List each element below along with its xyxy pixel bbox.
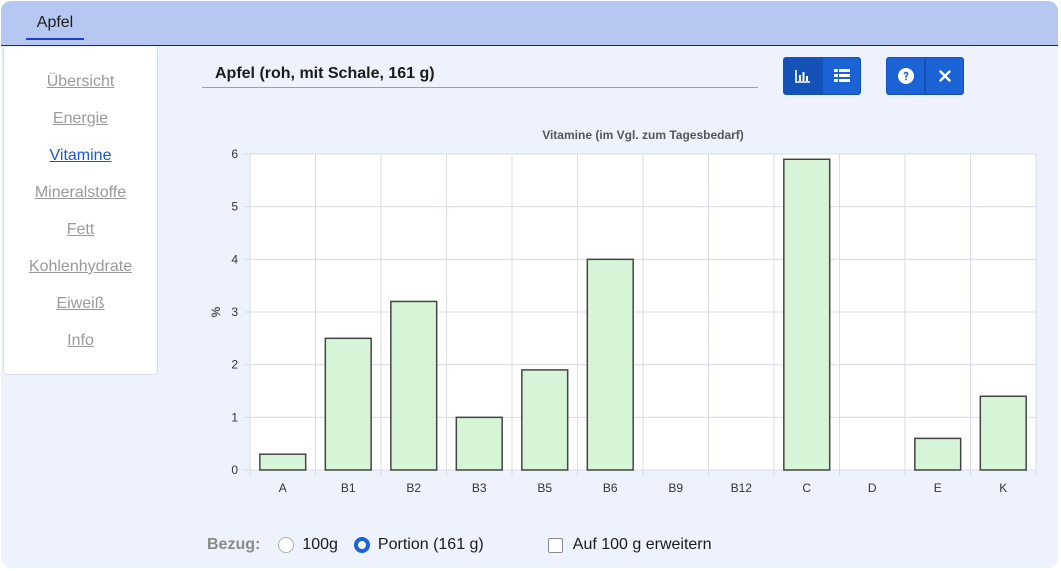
y-tick-label: 5 bbox=[231, 200, 238, 214]
vitamin-chart: 0 1 2 3 4 5 6 A B1 B2 B3 B5 B6 B9 B12 C D E K Vitamine (im … bbox=[196, 121, 1041, 501]
sidebar-item-7[interactable]: Info bbox=[67, 332, 94, 349]
close-button[interactable] bbox=[925, 57, 964, 95]
extend-100g-label: Auf 100 g erweitern bbox=[572, 536, 712, 553]
bar-C bbox=[783, 158, 831, 471]
sidebar-list: Übersicht Energie Vitamine Mineralstoffe Fet… bbox=[4, 47, 157, 359]
radio-100g[interactable] bbox=[278, 537, 295, 553]
x-tick-label: E bbox=[934, 481, 942, 495]
page-title: Apfel (roh, mit Schale, 161 g) bbox=[202, 65, 758, 88]
tab-apfel[interactable]: Apfel bbox=[26, 14, 84, 40]
sidebar-item-3[interactable]: Mineralstoffe bbox=[34, 184, 127, 201]
option-portion-label: Portion (161 g) bbox=[377, 536, 484, 553]
sidebar: Übersicht Energie Vitamine Mineralstoffe Fet… bbox=[3, 47, 158, 375]
top-bar: Apfel bbox=[1, 1, 1058, 46]
y-tick-label: 3 bbox=[231, 305, 238, 319]
close-icon bbox=[938, 70, 951, 82]
bar-B3 bbox=[455, 416, 503, 471]
x-tick-label: B5 bbox=[537, 481, 552, 495]
x-tick-label: C bbox=[802, 481, 811, 495]
bar-K bbox=[979, 395, 1027, 471]
extend-100g-option[interactable]: Auf 100 g erweitern bbox=[547, 536, 712, 554]
y-axis-label: % bbox=[209, 306, 223, 317]
table-icon bbox=[833, 69, 850, 82]
help-button[interactable] bbox=[886, 57, 925, 95]
bar-E bbox=[914, 437, 962, 471]
help-icon bbox=[897, 68, 914, 84]
y-tick-label: 1 bbox=[231, 410, 238, 424]
chart-title: Vitamine (im Vgl. zum Tagesbedarf) bbox=[542, 128, 744, 142]
bar-B1 bbox=[324, 337, 372, 471]
extend-100g-checkbox[interactable] bbox=[547, 537, 563, 553]
bar-A bbox=[259, 453, 307, 471]
sidebar-item-6[interactable]: Eiweiß bbox=[56, 295, 105, 312]
radio-portion[interactable] bbox=[353, 537, 370, 553]
sidebar-item-1[interactable]: Energie bbox=[52, 110, 109, 127]
x-tick-label: B9 bbox=[668, 481, 683, 495]
option-100g[interactable]: 100g bbox=[278, 536, 338, 554]
x-tick-label: B1 bbox=[341, 481, 356, 495]
chart-icon bbox=[794, 70, 810, 83]
sidebar-item-4[interactable]: Fett bbox=[66, 221, 95, 238]
bar-B5 bbox=[521, 369, 569, 471]
bar-B6 bbox=[586, 258, 634, 471]
bezug-row: Bezug: 100g Portion (161 g) Auf 100 g er… bbox=[207, 533, 712, 557]
x-tick-label: B2 bbox=[406, 481, 421, 495]
x-tick-label: A bbox=[279, 481, 287, 495]
y-tick-label: 6 bbox=[231, 147, 238, 161]
y-tick-label: 4 bbox=[231, 252, 238, 266]
view-toggle-group bbox=[783, 57, 861, 95]
x-tick-label: B6 bbox=[603, 481, 618, 495]
x-tick-label: B3 bbox=[472, 481, 487, 495]
vitamin-chart-svg: 0 1 2 3 4 5 6 A B1 B2 B3 B5 B6 B9 B12 C D E K Vitamine (im … bbox=[209, 128, 1037, 495]
action-group bbox=[886, 57, 964, 95]
x-tick-label: B12 bbox=[731, 481, 753, 495]
y-tick-label: 0 bbox=[231, 463, 238, 477]
sidebar-item-2[interactable]: Vitamine bbox=[49, 147, 112, 164]
bar-B2 bbox=[390, 300, 438, 471]
y-tick-label: 2 bbox=[231, 358, 238, 372]
option-100g-label: 100g bbox=[302, 536, 338, 553]
sidebar-item-0[interactable]: Übersicht bbox=[46, 73, 115, 90]
table-view-button[interactable] bbox=[822, 57, 861, 95]
x-tick-label: D bbox=[868, 481, 877, 495]
bezug-label: Bezug: bbox=[207, 536, 261, 553]
sidebar-item-5[interactable]: Kohlenhydrate bbox=[28, 258, 133, 275]
chart-view-button[interactable] bbox=[783, 57, 822, 95]
option-portion[interactable]: Portion (161 g) bbox=[353, 536, 484, 554]
x-tick-label: K bbox=[999, 481, 1007, 495]
